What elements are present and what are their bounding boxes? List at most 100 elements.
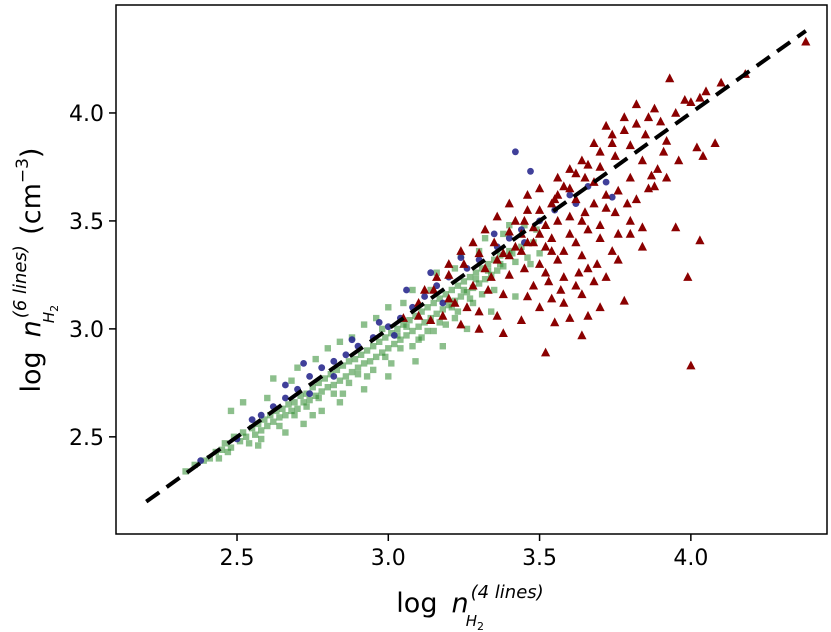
square-point [436,295,443,302]
triangle-point [701,86,711,96]
circle-point [306,373,313,380]
triangle-point [695,235,705,245]
square-point [430,299,437,307]
triangle-point [589,198,599,208]
triangle-point [444,293,454,303]
square-point [227,407,235,415]
square-point [460,278,468,285]
triangle-point [592,259,602,268]
square-point [481,235,489,242]
triangle-point [535,259,545,268]
square-point [394,325,401,333]
triangle-point [625,215,635,225]
triangle-point [801,36,811,46]
square-point [227,444,235,451]
square-point [330,390,337,397]
circle-point [375,319,383,326]
square-point [397,336,404,343]
square-point [524,254,531,261]
square-point [400,299,407,307]
triangle-point [625,172,635,182]
triangle-point [528,280,539,290]
square-point [258,435,265,443]
circle-point [282,381,289,389]
circle-point [457,254,465,261]
triangle-point [444,269,454,279]
square-point [221,440,229,447]
square-point [255,442,262,449]
square-point [239,399,247,406]
triangle-point [674,155,684,165]
triangle-point [671,108,681,117]
square-point [484,260,492,268]
square-point [224,448,232,456]
circle-point [330,373,338,380]
square-point [303,403,310,410]
square-point [403,323,410,330]
triangle-point [565,228,575,238]
triangle-point [622,198,632,208]
triangle-point [504,226,514,236]
square-point [357,351,365,358]
triangle-point [492,254,502,264]
triangle-point [528,237,539,247]
square-point [315,394,322,402]
x-tick-label: 2.5 [220,546,255,571]
square-point [264,394,271,402]
square-point [376,338,383,345]
triangle-point [662,172,672,182]
triangle-point [510,241,520,251]
triangle-point [519,215,529,225]
circle-point [512,148,519,156]
triangle-point [429,285,439,294]
square-point [239,429,247,436]
square-point [291,412,298,419]
square-point [324,345,331,352]
triangle-point [541,347,551,357]
triangle-point [492,211,502,221]
square-point [321,375,328,382]
square-point [363,373,371,380]
triangle-point [625,228,635,238]
y-tick-label: 3.5 [69,210,104,235]
square-point [279,405,286,412]
square-point [336,399,344,406]
square-point [245,440,253,447]
triangle-point [553,172,563,182]
square-point [382,334,389,341]
triangle-point [474,306,484,316]
triangle-point [528,222,539,232]
square-point [430,327,437,335]
triangle-point [659,146,669,156]
square-point [509,250,516,257]
circle-point [248,416,256,423]
square-point [288,407,295,415]
triangle-point [625,140,635,150]
square-point [312,355,319,363]
square-point [300,399,307,406]
triangle-point [607,246,617,255]
triangle-point [559,246,569,255]
square-point [481,276,489,283]
triangle-point [577,155,587,165]
triangle-point [535,205,545,214]
triangle-point [637,222,647,232]
triangle-point [613,185,623,195]
triangle-point [547,198,557,208]
square-point [527,260,534,268]
square-point [215,455,223,462]
triangle-point [414,310,424,320]
square-point [427,286,434,294]
square-point [336,377,344,384]
square-point [276,414,283,421]
square-point [294,364,301,371]
triangle-point [580,207,590,217]
square-point [442,291,449,298]
circle-point [505,234,513,242]
square-point [339,390,347,397]
triangle-point [504,269,514,279]
triangle-point [574,267,584,277]
square-point [282,412,289,419]
y-tick-label: 4.0 [69,102,104,127]
triangle-point [683,272,693,281]
